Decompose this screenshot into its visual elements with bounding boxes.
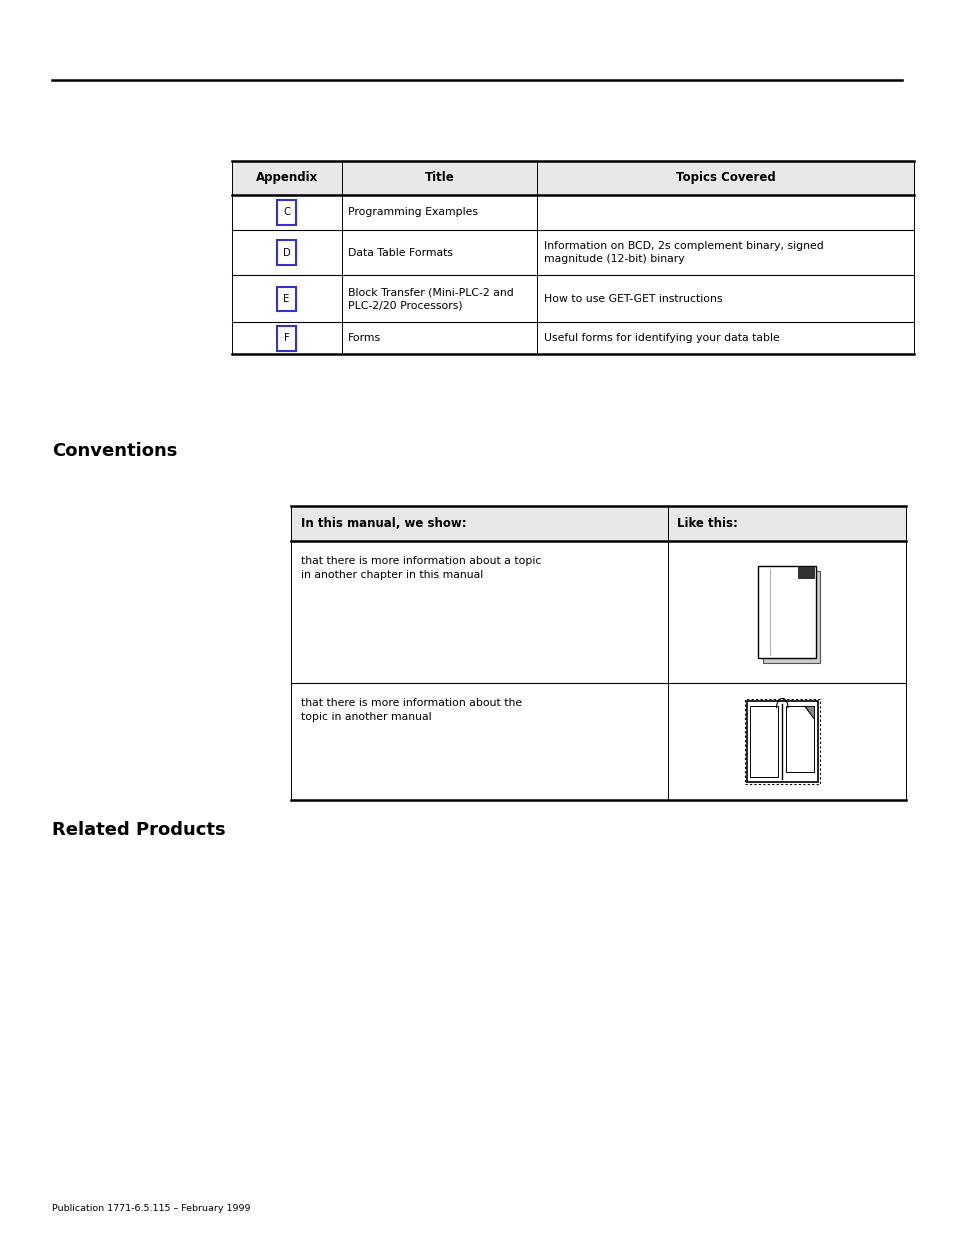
Text: Appendix: Appendix	[255, 172, 317, 184]
Bar	[745, 701, 817, 782]
Polygon shape	[803, 706, 813, 719]
Bar	[276, 200, 295, 225]
Bar	[276, 287, 295, 311]
Text: D: D	[282, 247, 291, 258]
Text: that there is more information about a topic
in another chapter in this manual: that there is more information about a t…	[300, 556, 540, 579]
Text: Like this:: Like this:	[677, 517, 738, 530]
Text: Forms: Forms	[348, 333, 381, 343]
Text: that there is more information about the
topic in another manual: that there is more information about the…	[300, 698, 521, 721]
Text: Title: Title	[424, 172, 454, 184]
Text: E: E	[283, 294, 290, 304]
Bar	[743, 699, 819, 784]
Text: F: F	[283, 333, 290, 343]
Bar	[232, 161, 913, 195]
Text: Topics Covered: Topics Covered	[675, 172, 775, 184]
Text: Block Transfer (Mini-PLC-2 and
PLC-2/20 Processors): Block Transfer (Mini-PLC-2 and PLC-2/20 …	[348, 288, 514, 310]
Text: C: C	[283, 207, 290, 217]
Text: Useful forms for identifying your data table: Useful forms for identifying your data t…	[543, 333, 779, 343]
Bar	[291, 506, 905, 541]
Text: How to use GET-GET instructions: How to use GET-GET instructions	[543, 294, 721, 304]
Bar	[785, 706, 813, 772]
Text: Publication 1771-6.5.115 – February 1999: Publication 1771-6.5.115 – February 1999	[52, 1204, 251, 1213]
Bar	[762, 571, 820, 663]
Bar	[276, 326, 295, 351]
Text: Related Products: Related Products	[52, 821, 226, 839]
Text: Information on BCD, 2s complement binary, signed
magnitude (12-bit) binary: Information on BCD, 2s complement binary…	[543, 241, 822, 264]
Text: Conventions: Conventions	[52, 442, 177, 459]
Bar	[758, 566, 815, 658]
Text: In this manual, we show:: In this manual, we show:	[300, 517, 466, 530]
Bar	[749, 706, 778, 777]
Bar	[798, 566, 813, 578]
Bar	[276, 241, 295, 266]
Text: Programming Examples: Programming Examples	[348, 207, 477, 217]
Text: Data Table Formats: Data Table Formats	[348, 247, 453, 258]
